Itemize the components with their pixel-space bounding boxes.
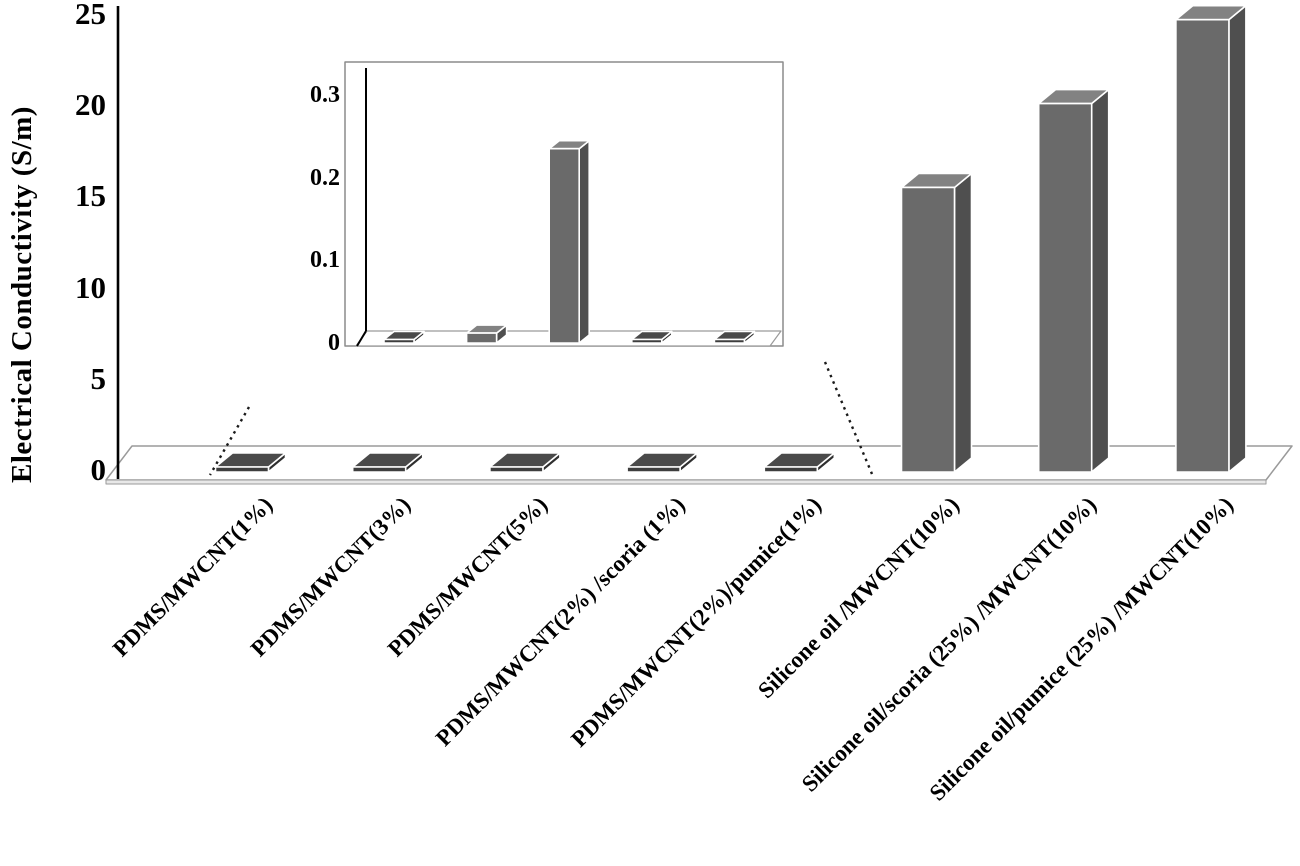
zoom-indicator-line-left bbox=[208, 406, 251, 476]
y-tick-label: 5 bbox=[90, 360, 107, 396]
inset-y-tick-label: 0.1 bbox=[310, 247, 340, 274]
bar-front bbox=[383, 338, 415, 344]
bar-side bbox=[578, 139, 591, 344]
chart-floor-edge bbox=[105, 479, 1267, 485]
bar-front bbox=[1175, 18, 1230, 473]
bar-front bbox=[763, 466, 819, 473]
bar-front bbox=[489, 466, 544, 473]
inset-y-tick-label: 0.3 bbox=[310, 82, 340, 108]
y-axis-title: Electrical Conductivity (S/m) bbox=[6, 106, 38, 483]
bar-front bbox=[214, 466, 270, 473]
bar-side bbox=[1228, 4, 1247, 473]
bar-side bbox=[1090, 88, 1110, 473]
bar-front bbox=[713, 338, 746, 344]
inset-y-tick-label: 0.2 bbox=[310, 164, 340, 191]
bar-front bbox=[1037, 102, 1093, 473]
bar-front bbox=[626, 466, 681, 473]
bar-front bbox=[351, 466, 407, 473]
inset-y-tick-label: 0 bbox=[328, 330, 340, 356]
bar-front bbox=[548, 147, 581, 344]
y-tick-label: 15 bbox=[75, 178, 106, 214]
bar-front bbox=[630, 338, 663, 344]
y-tick-label: 0 bbox=[90, 452, 107, 487]
inset-y-axis-foot bbox=[356, 330, 367, 347]
chart-floor bbox=[105, 445, 1293, 481]
bar-front bbox=[465, 332, 498, 344]
y-tick-label: 20 bbox=[75, 87, 106, 123]
y-tick-label: 10 bbox=[75, 269, 106, 305]
bar-side bbox=[953, 172, 973, 473]
bar-front bbox=[900, 186, 956, 473]
y-tick-label: 25 bbox=[75, 0, 106, 31]
